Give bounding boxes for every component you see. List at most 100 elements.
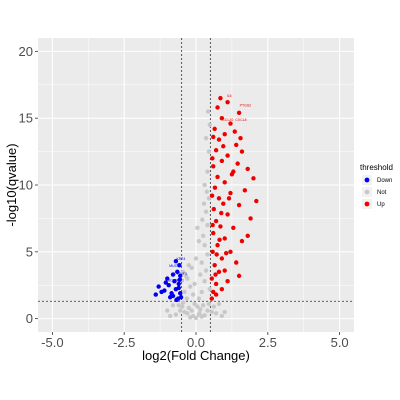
point-up: [222, 132, 227, 137]
point-not: [219, 313, 225, 319]
point-not: [197, 311, 202, 316]
gene-label: MUC5B: [169, 264, 182, 268]
point-up: [219, 256, 225, 261]
point-up: [213, 281, 219, 287]
point-up: [236, 202, 242, 208]
point-up: [223, 250, 229, 256]
point-up: [213, 292, 219, 297]
y-tick-label: 5: [26, 244, 33, 259]
point-up: [228, 249, 233, 255]
point-up: [254, 198, 259, 204]
point-down: [163, 280, 169, 285]
point-up: [211, 164, 216, 169]
point-up: [216, 137, 222, 142]
point-not: [200, 217, 205, 222]
threshold-lines: [38, 38, 354, 332]
point-not: [205, 308, 210, 313]
point-up: [209, 193, 215, 198]
point-up: [219, 210, 224, 216]
point-not: [195, 304, 200, 309]
point-not: [203, 268, 209, 273]
point-not: [190, 292, 196, 297]
point-down: [176, 285, 181, 291]
point-down: [177, 277, 182, 283]
point-not: [173, 312, 179, 317]
point-up: [229, 172, 235, 177]
x-axis-title: log2(Fold Change): [142, 348, 250, 363]
point-not: [216, 301, 222, 307]
point-up: [209, 296, 214, 301]
point-not: [189, 308, 194, 313]
point-down: [178, 291, 183, 296]
point-up: [209, 276, 214, 281]
point-up: [225, 153, 230, 158]
point-not: [167, 313, 173, 319]
point-up: [239, 149, 245, 154]
point-up: [239, 238, 245, 244]
point-not: [199, 289, 204, 295]
x-tick-label: 0.0: [187, 335, 205, 350]
point-down: [173, 258, 179, 264]
point-up: [211, 206, 217, 212]
point-down: [153, 292, 158, 297]
point-up: [218, 95, 223, 101]
point-up: [211, 134, 216, 140]
point-up: [221, 144, 226, 149]
point-not: [180, 304, 185, 309]
point-not: [180, 269, 186, 275]
point-up: [216, 196, 222, 201]
point-up: [225, 279, 230, 284]
legend-label-up: Up: [377, 202, 385, 208]
point-up: [234, 260, 239, 265]
point-up: [213, 272, 218, 277]
point-up: [219, 287, 225, 292]
x-tick-label: -5.0: [41, 335, 63, 350]
point-not: [178, 308, 183, 313]
legend-title: threshold: [360, 163, 393, 172]
point-up: [214, 252, 219, 257]
point-not: [203, 136, 209, 141]
point-not: [205, 222, 210, 228]
point-not: [202, 182, 207, 188]
point-up: [242, 188, 248, 193]
point-not: [202, 279, 207, 284]
x-axis-ticks: -5.0 -2.5 0.0 2.5 5.0: [41, 332, 349, 350]
point-up: [215, 105, 220, 110]
point-down: [175, 269, 180, 275]
point-not: [205, 252, 210, 257]
point-up: [213, 218, 219, 224]
x-tick-label: 2.5: [259, 335, 277, 350]
point-down: [178, 273, 183, 279]
point-down: [159, 289, 164, 295]
gene-label: IL6: [227, 94, 232, 98]
point-down: [165, 276, 170, 281]
point-down: [170, 272, 176, 277]
point-not: [193, 256, 199, 261]
point-down: [166, 283, 171, 288]
point-up: [238, 136, 243, 141]
point-up: [245, 166, 250, 172]
point-up: [219, 115, 225, 121]
point-not: [201, 201, 207, 206]
legend: threshold Down Not Up: [360, 163, 393, 209]
y-tick-label: 20: [19, 44, 33, 59]
point-down: [156, 284, 161, 289]
y-axis-title: -log10(qvalue): [4, 143, 19, 226]
point-up: [232, 129, 237, 134]
point-up: [245, 233, 250, 238]
point-up: [225, 99, 230, 105]
point-down: [167, 295, 173, 300]
point-not: [183, 273, 189, 279]
point-not: [186, 305, 192, 311]
point-down: [178, 295, 184, 300]
point-not: [200, 233, 206, 238]
point-not: [200, 303, 206, 308]
point-down: [177, 262, 182, 268]
point-up: [219, 158, 225, 164]
gene-label: PTGS2: [240, 103, 252, 107]
point-not: [184, 296, 190, 301]
y-tick-label: 0: [26, 311, 33, 326]
point-not: [192, 301, 197, 307]
point-not: [205, 109, 211, 114]
